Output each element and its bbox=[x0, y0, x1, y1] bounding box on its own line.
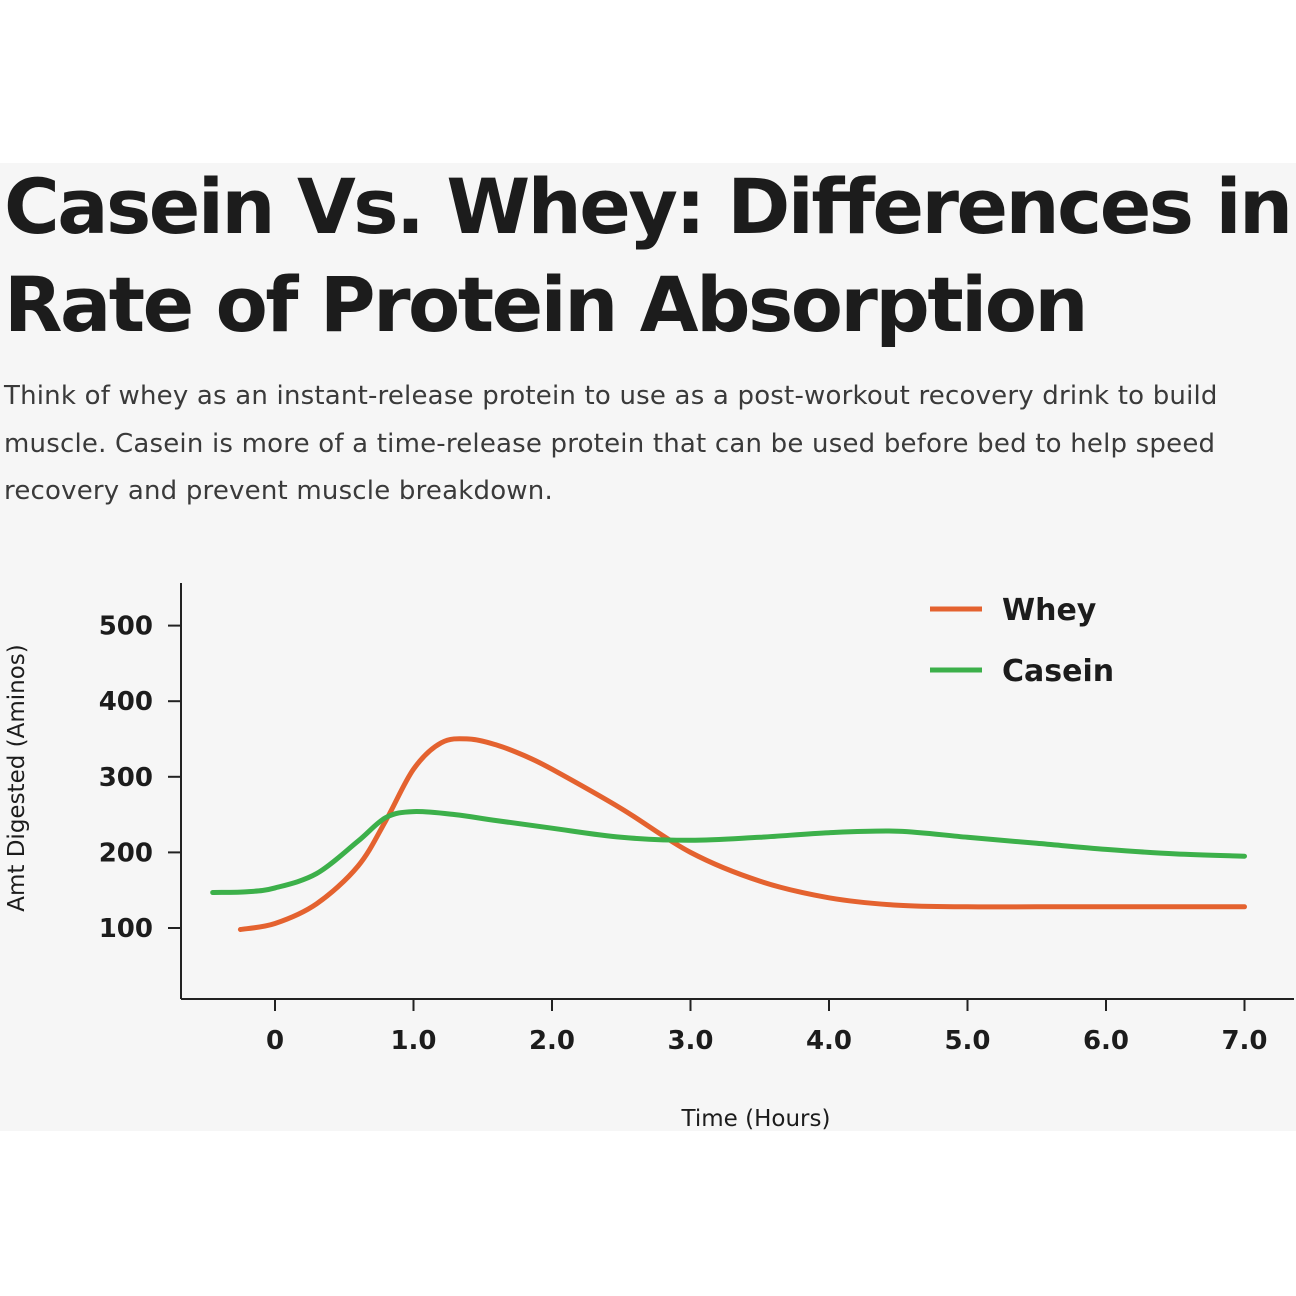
description-line: Think of whey as an instant-release prot… bbox=[4, 381, 1218, 411]
content-panel bbox=[0, 163, 1296, 1131]
legend-label-whey: Whey bbox=[1002, 593, 1097, 628]
x-tick-label: 7.0 bbox=[1221, 1026, 1267, 1056]
chart-legend: Whey Casein bbox=[930, 593, 1114, 689]
y-tick-label: 300 bbox=[99, 763, 153, 793]
y-tick-label: 100 bbox=[99, 914, 153, 944]
y-axis-title: Amt Digested (Aminos) bbox=[4, 644, 30, 912]
x-tick-label: 1.0 bbox=[390, 1026, 436, 1056]
x-tick-label: 2.0 bbox=[529, 1026, 575, 1056]
x-tick-label: 0 bbox=[266, 1026, 284, 1056]
series-line-whey bbox=[237, 736, 1247, 932]
description-line: recovery and prevent muscle breakdown. bbox=[4, 476, 553, 506]
x-tick-label: 5.0 bbox=[944, 1026, 990, 1056]
x-tick-label: 3.0 bbox=[667, 1026, 713, 1056]
chart-series bbox=[210, 736, 1247, 932]
description: Think of whey as an instant-release prot… bbox=[4, 373, 1296, 516]
y-tick-label: 200 bbox=[99, 838, 153, 868]
chart-axes: 100 200 300 400 500 0 1.0 2.0 3.0 4.0 5.0 6.0 7.0 bbox=[99, 583, 1294, 1056]
description-line: muscle. Casein is more of a time-release… bbox=[4, 428, 1216, 459]
y-tick-label: 400 bbox=[99, 687, 153, 717]
x-axis-title: Time (Hours) bbox=[681, 1106, 831, 1132]
x-tick-label: 6.0 bbox=[1083, 1026, 1129, 1056]
series-line-casein bbox=[210, 809, 1247, 895]
page-title: Casein Vs. Whey: Differences in Rate of … bbox=[4, 158, 1294, 354]
x-tick-label: 4.0 bbox=[806, 1026, 852, 1056]
title-line: Casein Vs. Whey: Differences in bbox=[4, 162, 1293, 251]
legend-label-casein: Casein bbox=[1002, 654, 1114, 689]
y-tick-label: 500 bbox=[99, 612, 153, 642]
title-line: Rate of Protein Absorption bbox=[4, 260, 1089, 349]
